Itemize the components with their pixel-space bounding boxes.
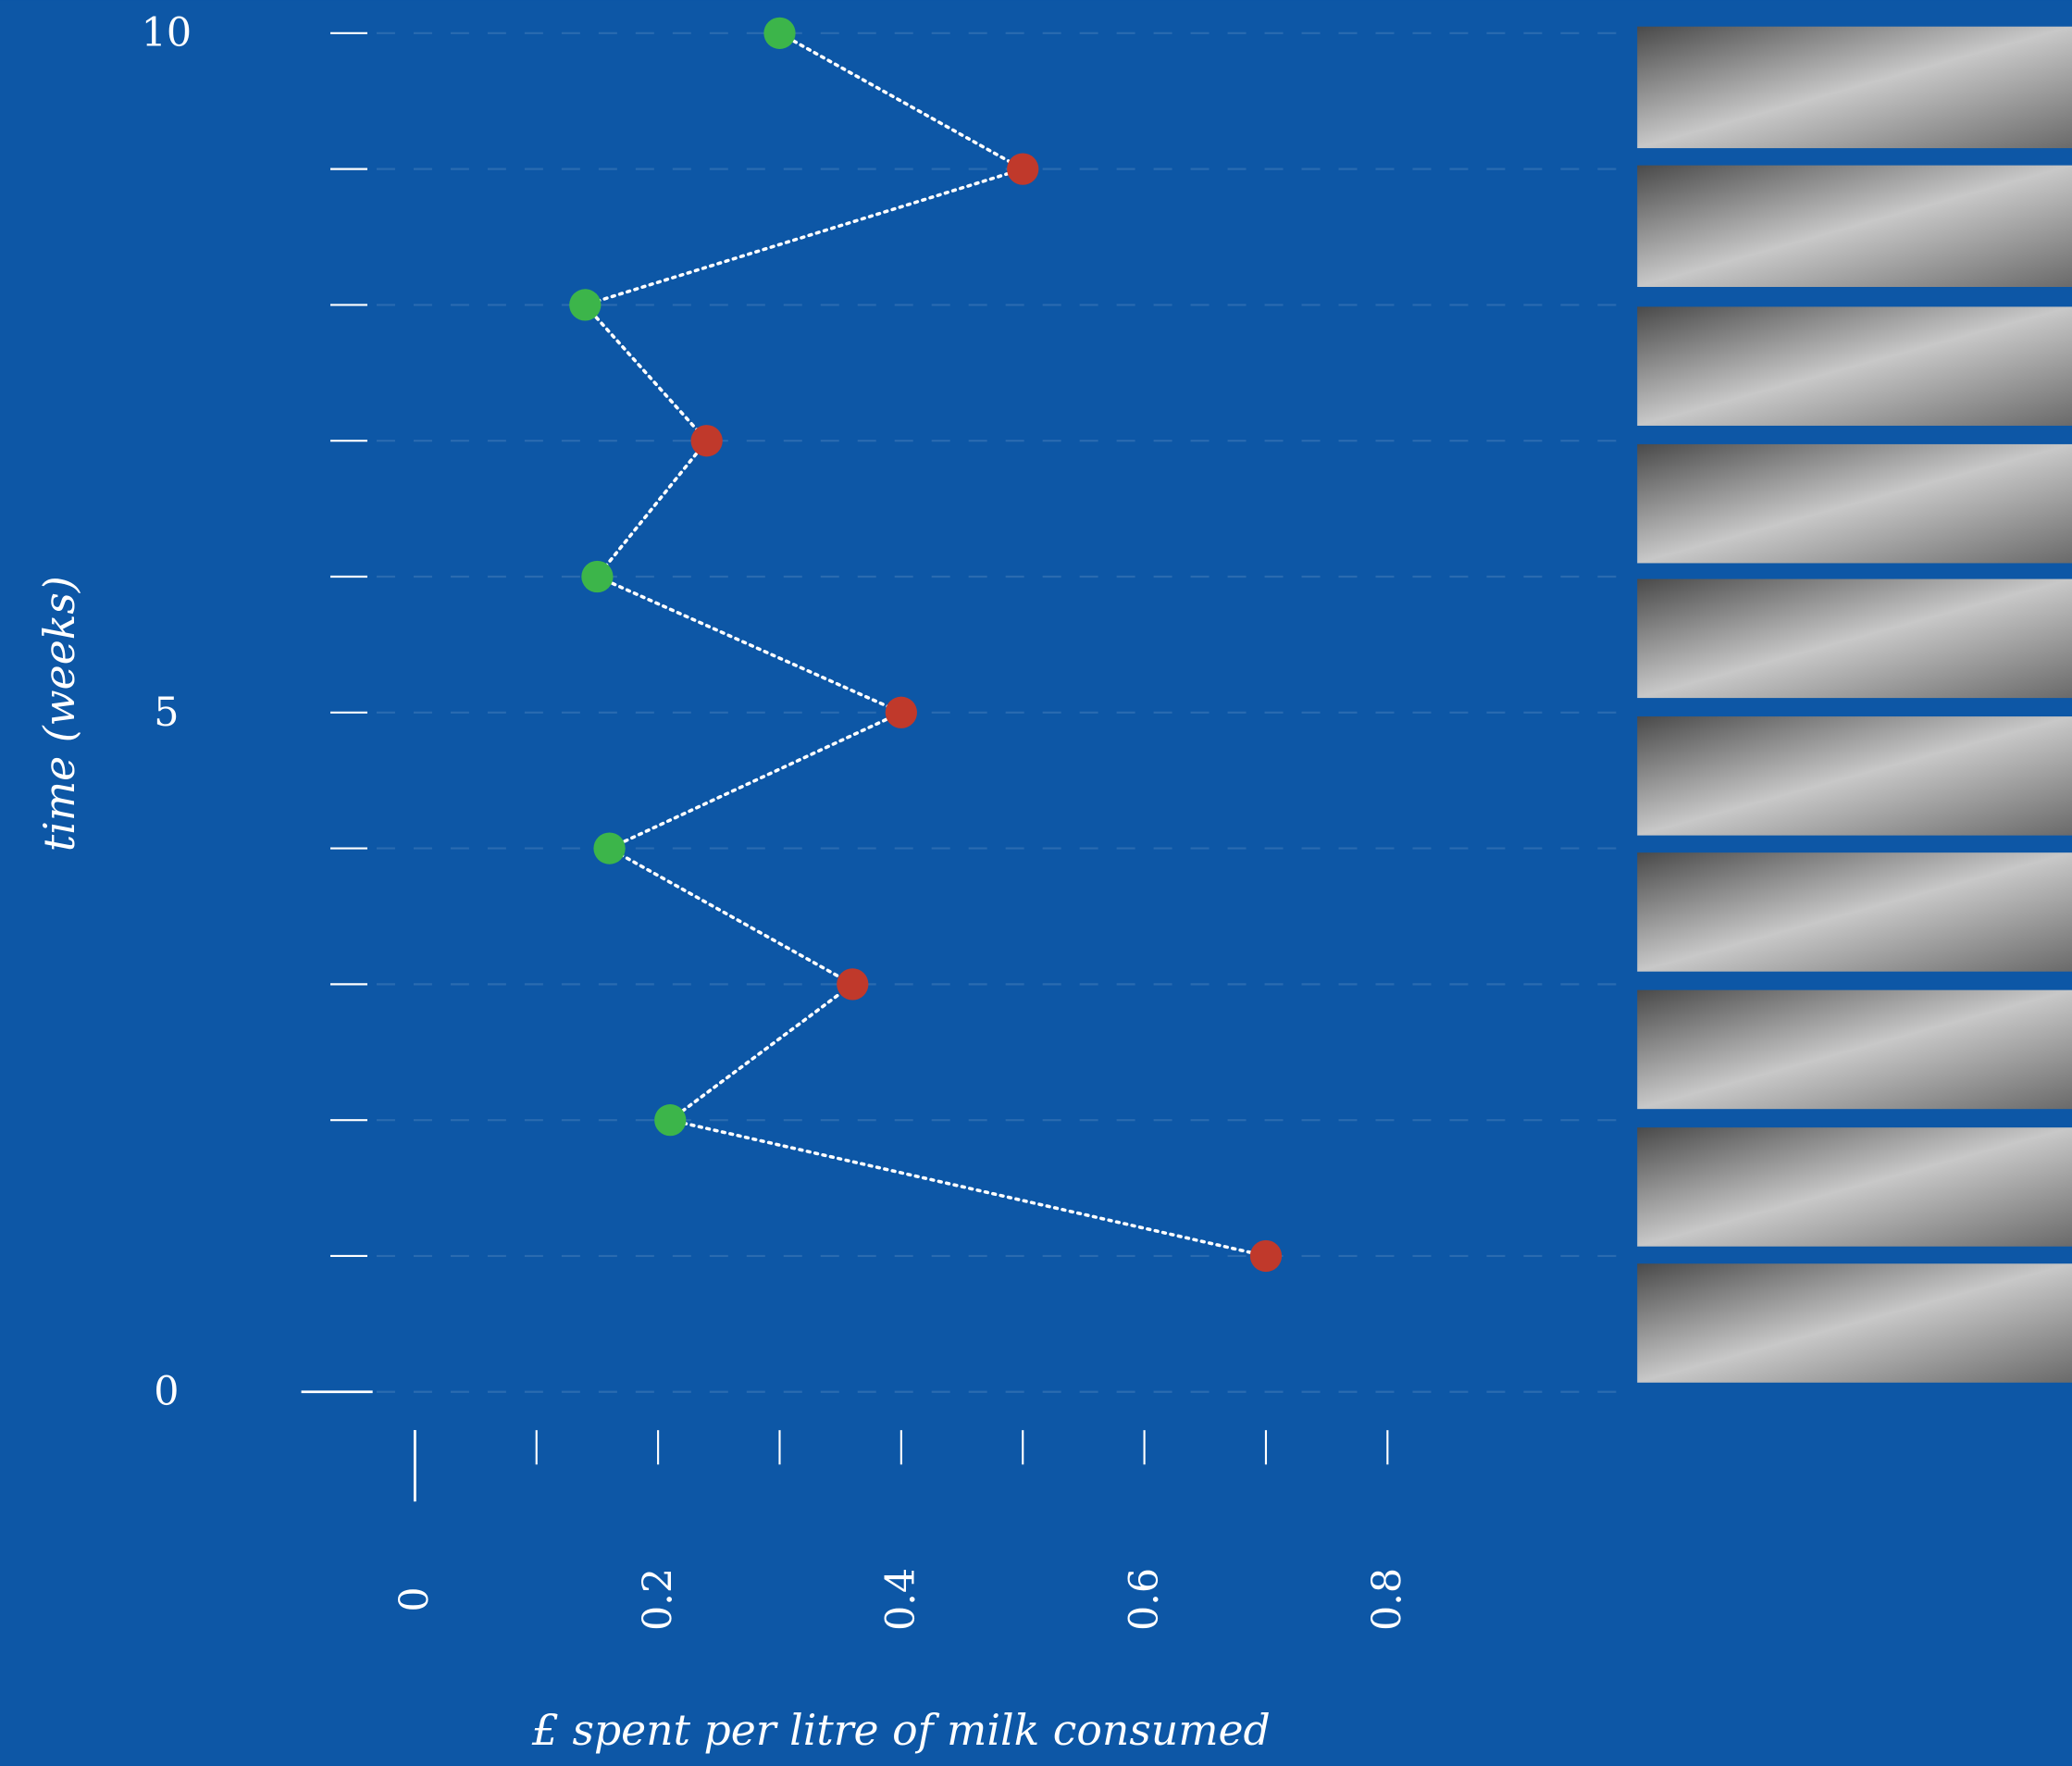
y-axis-title: time (weeks) bbox=[35, 576, 84, 852]
data-point bbox=[1007, 153, 1039, 185]
eyes-image bbox=[1637, 443, 2072, 564]
x-axis-title: £ spent per litre of milk consumed bbox=[531, 1706, 1271, 1755]
flower-image bbox=[1637, 852, 2072, 972]
eyes-image bbox=[1637, 716, 2072, 836]
data-point bbox=[763, 17, 796, 49]
data-point bbox=[690, 425, 723, 457]
x-tick-label: 0.4 bbox=[878, 1568, 924, 1631]
data-point bbox=[654, 1104, 687, 1137]
y-tick-label: 0 bbox=[154, 1369, 179, 1415]
flower-image bbox=[1637, 578, 2072, 699]
data-point bbox=[569, 289, 602, 321]
x-tick-label: 0 bbox=[392, 1586, 439, 1611]
eyes-image bbox=[1637, 989, 2072, 1110]
data-point bbox=[593, 832, 626, 864]
flower-image bbox=[1637, 26, 2072, 149]
flower-image bbox=[1637, 306, 2072, 426]
x-tick-label: 0.8 bbox=[1365, 1568, 1411, 1631]
flower-image bbox=[1637, 1127, 2072, 1247]
image-panels bbox=[1637, 26, 2072, 1383]
x-tick-label: 0.6 bbox=[1122, 1568, 1168, 1631]
y-tick-label: 5 bbox=[154, 690, 179, 736]
data-point bbox=[837, 968, 869, 1001]
eyes-image bbox=[1637, 165, 2072, 288]
data-point bbox=[885, 696, 917, 728]
data-line bbox=[582, 31, 1268, 1258]
eyes-image bbox=[1637, 1263, 2072, 1383]
data-point bbox=[1249, 1239, 1283, 1273]
x-tick-label: 0.2 bbox=[635, 1568, 681, 1631]
y-tick-label: 10 bbox=[142, 10, 192, 56]
data-point bbox=[581, 560, 614, 593]
